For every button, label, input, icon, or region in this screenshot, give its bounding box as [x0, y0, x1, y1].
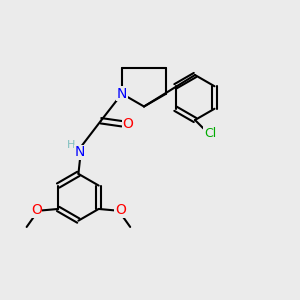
Text: O: O: [31, 203, 42, 217]
Text: O: O: [115, 203, 126, 217]
Text: H: H: [67, 140, 75, 150]
Text: N: N: [117, 87, 127, 101]
Text: O: O: [122, 117, 134, 131]
Text: N: N: [75, 145, 85, 159]
Text: Cl: Cl: [204, 127, 216, 140]
